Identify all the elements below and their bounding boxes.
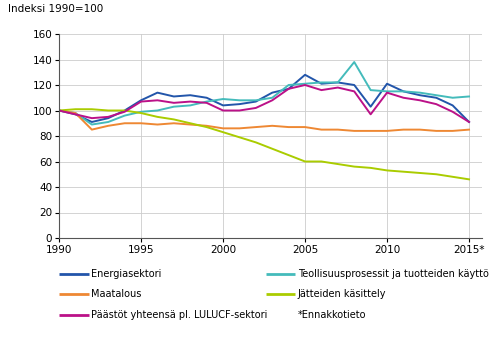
Text: *Ennakkotieto: *Ennakkotieto: [298, 309, 366, 320]
Text: Teollisuusprosessit ja tuotteiden käyttö: Teollisuusprosessit ja tuotteiden käyttö: [298, 269, 489, 279]
Text: Energiasektori: Energiasektori: [91, 269, 161, 279]
Text: Maatalous: Maatalous: [91, 289, 141, 299]
Text: Indeksi 1990=100: Indeksi 1990=100: [8, 4, 103, 14]
Text: Päästöt yhteensä pl. LULUCF-sektori: Päästöt yhteensä pl. LULUCF-sektori: [91, 309, 267, 320]
Text: Jätteiden käsittely: Jätteiden käsittely: [298, 289, 386, 299]
